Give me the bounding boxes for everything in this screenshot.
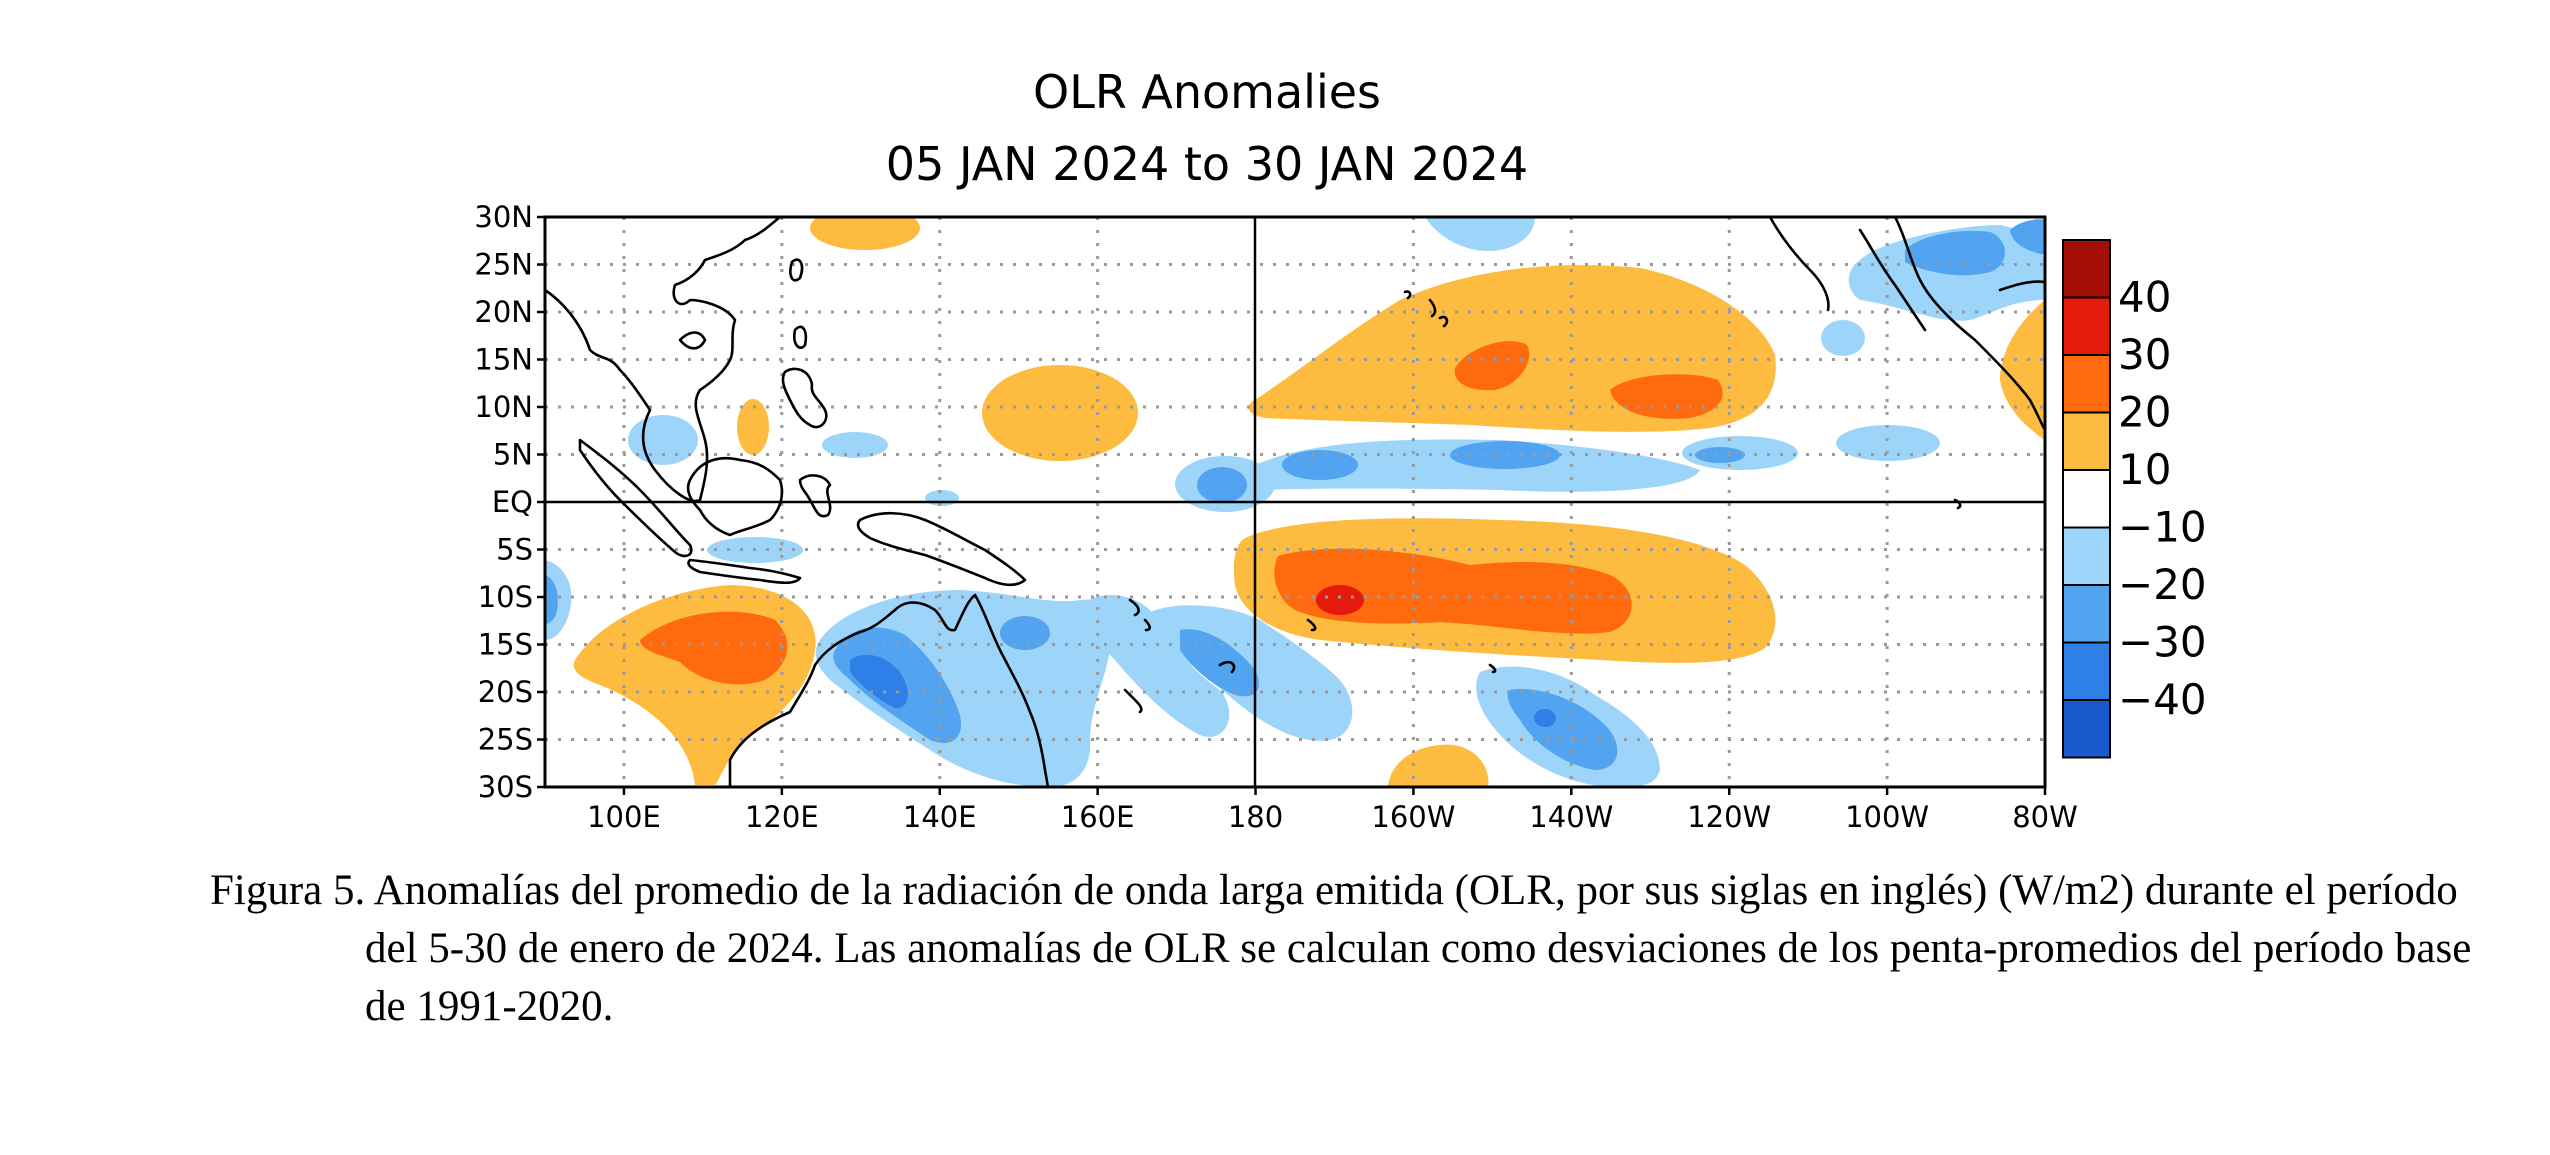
map-subtitle: 05 JAN 2024 to 30 JAN 2024 bbox=[886, 137, 1528, 191]
neg20-region bbox=[1197, 467, 1247, 503]
lat-tick-label: 10N bbox=[474, 390, 533, 424]
anomaly-shading bbox=[545, 217, 2045, 787]
coastline-baja bbox=[1858, 228, 1927, 332]
colorbar-label: 20 bbox=[2118, 388, 2171, 437]
lon-tick-label: 100E bbox=[587, 800, 661, 834]
coastlines bbox=[545, 217, 2045, 787]
lat-tick-label: 10S bbox=[478, 580, 533, 614]
lat-tick-label: 25S bbox=[478, 723, 533, 757]
coastline-java bbox=[687, 558, 802, 585]
lon-tick-label: 160E bbox=[1061, 800, 1135, 834]
lat-tick-label: 20S bbox=[478, 675, 533, 709]
map-title: OLR Anomalies bbox=[1033, 65, 1381, 119]
neg20-region bbox=[1695, 447, 1745, 463]
lat-tick-label: 25N bbox=[474, 248, 533, 282]
lat-tick-label: 20N bbox=[474, 295, 533, 329]
neg20-region bbox=[2010, 219, 2045, 255]
colorbar-swatch bbox=[2062, 354, 2111, 414]
latitude-axis: 30N 25N 20N 15N 10N 5N EQ 5S 10S 15S 20S 25S 30S bbox=[474, 200, 545, 804]
colorbar-swatch bbox=[2062, 296, 2111, 356]
coastline-gulf bbox=[1998, 280, 2045, 292]
neg10-region bbox=[628, 415, 698, 465]
longitude-axis: 100E 120E 140E 160E 180 160W 140W 120W 100W 80W bbox=[587, 787, 2078, 834]
neg20-region bbox=[1450, 441, 1560, 469]
colorbar-label: 30 bbox=[2118, 330, 2171, 379]
pos10-region bbox=[737, 399, 769, 455]
colorbar-swatch bbox=[2062, 641, 2111, 701]
neg10-region bbox=[1821, 320, 1865, 356]
lon-tick-label: 100W bbox=[1845, 800, 1929, 834]
coastline-taiwan bbox=[789, 258, 804, 282]
colorbar-label: −10 bbox=[2118, 503, 2207, 552]
colorbar-swatch bbox=[2062, 411, 2111, 471]
coastline-hainan bbox=[678, 331, 707, 350]
lat-tick-label: 5N bbox=[493, 438, 533, 472]
colorbar-swatch bbox=[2062, 469, 2111, 529]
coastline-islands bbox=[1123, 598, 1497, 714]
lon-tick-label: 80W bbox=[2012, 800, 2078, 834]
neg10-region bbox=[1425, 217, 1535, 251]
neg20-region bbox=[1507, 689, 1618, 770]
lat-tick-label: 5S bbox=[496, 533, 533, 567]
pos10-region bbox=[810, 217, 920, 250]
lon-tick-label: 140E bbox=[903, 800, 977, 834]
map-panel: 30N 25N 20N 15N 10N 5N EQ 5S 10S 15S 20S 25S 30S 100… bbox=[474, 200, 2077, 834]
neg10-region bbox=[925, 490, 959, 506]
coastline-north-america bbox=[1768, 217, 2045, 432]
colorbar-label: 40 bbox=[2118, 273, 2171, 322]
colorbar-swatch bbox=[2062, 239, 2111, 299]
neg20-region bbox=[1180, 629, 1259, 697]
neg10-region bbox=[822, 432, 888, 458]
lat-tick-label: 30S bbox=[478, 770, 533, 804]
coastline-sumatra bbox=[578, 438, 693, 558]
pos20-region bbox=[640, 611, 788, 685]
colorbar-label: 10 bbox=[2118, 445, 2171, 494]
neg20-region bbox=[1282, 450, 1358, 480]
coastline-borneo bbox=[686, 456, 784, 537]
coastline-luzon bbox=[793, 325, 808, 349]
colorbar: 40 30 20 10 −10 −20 −30 −40 bbox=[2062, 239, 2207, 759]
colorbar-swatch bbox=[2062, 699, 2111, 759]
coastline-galapagos bbox=[1953, 498, 1962, 510]
neg10-region bbox=[1079, 594, 1230, 737]
lon-tick-label: 120W bbox=[1687, 800, 1771, 834]
neg30-region bbox=[850, 654, 908, 709]
olr-anomaly-figure: OLR Anomalies 05 JAN 2024 to 30 JAN 2024 bbox=[474, 65, 2207, 834]
coastline-asia bbox=[545, 217, 782, 503]
lat-tick-label: 15S bbox=[478, 628, 533, 662]
neg20-region bbox=[545, 575, 558, 624]
pos10-region bbox=[982, 365, 1138, 461]
pos30-region bbox=[1316, 585, 1364, 615]
figure-caption: Figura 5. Anomalías del promedio de la r… bbox=[210, 867, 2472, 1030]
neg20-region bbox=[1000, 616, 1050, 650]
neg20-region bbox=[1905, 230, 2005, 276]
lon-tick-label: 180 bbox=[1228, 800, 1283, 834]
colorbar-swatch bbox=[2062, 526, 2111, 586]
neg30-region bbox=[1534, 709, 1556, 727]
lon-tick-label: 140W bbox=[1529, 800, 1613, 834]
lat-tick-label: 15N bbox=[474, 343, 533, 377]
colorbar-label: −30 bbox=[2118, 618, 2207, 667]
colorbar-label: −40 bbox=[2118, 675, 2207, 724]
coastline-philippines bbox=[781, 367, 828, 429]
coastline-sulawesi bbox=[798, 474, 832, 518]
pos20-region bbox=[1454, 341, 1530, 391]
colorbar-swatch bbox=[2062, 584, 2111, 644]
lat-tick-label: 30N bbox=[474, 200, 533, 234]
pos20-region bbox=[1274, 548, 1632, 634]
lon-tick-label: 120E bbox=[745, 800, 819, 834]
coastline-hawaii bbox=[1403, 290, 1449, 328]
lon-tick-label: 160W bbox=[1371, 800, 1455, 834]
lat-tick-label: EQ bbox=[492, 485, 533, 519]
coastline-australia bbox=[728, 593, 1050, 787]
colorbar-label: −20 bbox=[2118, 560, 2207, 609]
coastline-new-guinea bbox=[856, 511, 1027, 587]
neg10-region bbox=[1836, 425, 1940, 461]
